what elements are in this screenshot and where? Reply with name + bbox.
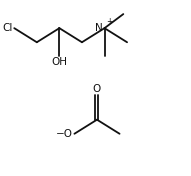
Text: N: N [95,23,103,33]
Text: −O: −O [56,129,73,139]
Text: O: O [93,84,101,94]
Text: Cl: Cl [2,23,12,33]
Text: OH: OH [51,57,67,67]
Text: +: + [106,17,112,26]
